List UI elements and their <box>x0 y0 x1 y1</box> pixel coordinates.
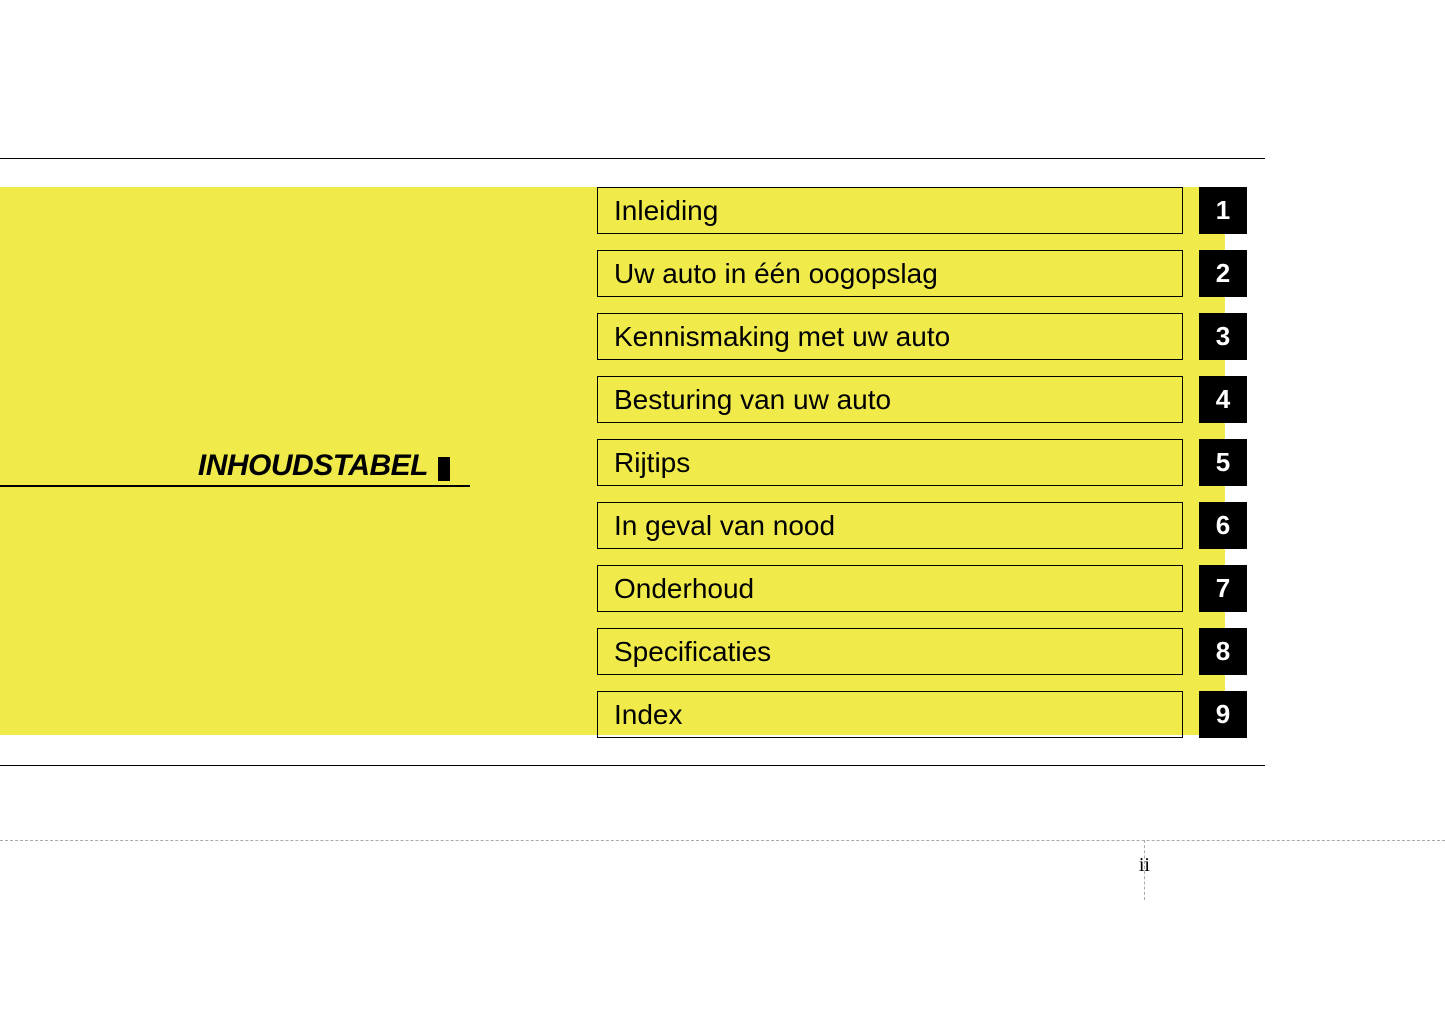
toc-title-text: INHOUDSTABEL <box>198 449 428 483</box>
title-underline <box>0 485 470 487</box>
top-rule <box>0 158 1265 159</box>
chapter-row[interactable]: In geval van nood 6 <box>597 502 1247 549</box>
manual-toc-page: INHOUDSTABEL Inleiding 1 Uw auto in één … <box>0 0 1445 1026</box>
chapter-label: Onderhoud <box>597 565 1183 612</box>
chapter-row[interactable]: Index 9 <box>597 691 1247 738</box>
bottom-rule <box>0 765 1265 766</box>
chapter-label: Kennismaking met uw auto <box>597 313 1183 360</box>
page-number: ii <box>1139 854 1150 877</box>
chapter-label: In geval van nood <box>597 502 1183 549</box>
chapter-tab: 7 <box>1199 565 1247 612</box>
chapter-label: Specificaties <box>597 628 1183 675</box>
chapter-row[interactable]: Uw auto in één oogopslag 2 <box>597 250 1247 297</box>
chapter-row[interactable]: Rijtips 5 <box>597 439 1247 486</box>
chapter-label: Rijtips <box>597 439 1183 486</box>
chapter-label: Besturing van uw auto <box>597 376 1183 423</box>
chapter-tab: 1 <box>1199 187 1247 234</box>
chapter-row[interactable]: Inleiding 1 <box>597 187 1247 234</box>
chapter-tab: 5 <box>1199 439 1247 486</box>
chapter-tab: 9 <box>1199 691 1247 738</box>
chapter-tab: 4 <box>1199 376 1247 423</box>
chapter-tab: 2 <box>1199 250 1247 297</box>
chapter-label: Index <box>597 691 1183 738</box>
title-row: INHOUDSTABEL <box>0 442 475 487</box>
title-panel: INHOUDSTABEL <box>0 187 475 735</box>
chapter-row[interactable]: Specificaties 8 <box>597 628 1247 675</box>
chapter-list: Inleiding 1 Uw auto in één oogopslag 2 K… <box>597 187 1247 754</box>
chapter-label: Uw auto in één oogopslag <box>597 250 1183 297</box>
chapter-tab: 3 <box>1199 313 1247 360</box>
chapter-tab: 6 <box>1199 502 1247 549</box>
chapter-tab: 8 <box>1199 628 1247 675</box>
chapter-row[interactable]: Kennismaking met uw auto 3 <box>597 313 1247 360</box>
toc-title: INHOUDSTABEL <box>198 449 450 483</box>
title-end-bar-icon <box>438 457 450 481</box>
crop-dashed-rule <box>0 840 1445 841</box>
chapter-label: Inleiding <box>597 187 1183 234</box>
chapter-row[interactable]: Besturing van uw auto 4 <box>597 376 1247 423</box>
chapter-row[interactable]: Onderhoud 7 <box>597 565 1247 612</box>
